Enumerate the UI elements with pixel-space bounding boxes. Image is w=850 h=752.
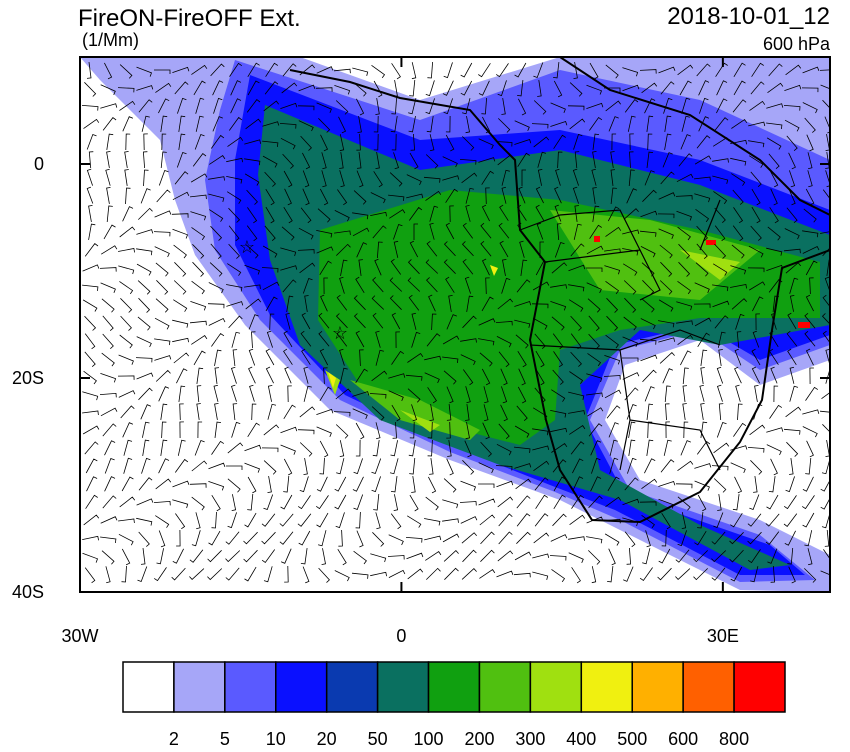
colorbar-box: [478, 661, 532, 713]
colorbar-box: [631, 661, 684, 713]
colorbar-label: 500: [617, 729, 647, 747]
x-tick-label: 30E: [707, 626, 739, 646]
colorbar-box: [173, 661, 226, 713]
colorbar-box: [682, 661, 735, 713]
y-tick-label: 40S: [12, 582, 44, 602]
colorbar-label: 100: [414, 729, 444, 747]
colorbar-label: 20: [317, 729, 337, 747]
colorbar-label: 300: [515, 729, 545, 747]
colorbar-box: [580, 661, 633, 713]
y-tick-label: 0: [34, 154, 44, 174]
colorbar-label: 10: [266, 729, 286, 747]
plume: [350, 210, 760, 440]
coastline: [289, 57, 830, 524]
colorbar-box: [275, 661, 328, 713]
colorbar-label: 600: [668, 729, 698, 747]
units: (1/Mm): [82, 30, 139, 50]
map-frame: [79, 56, 831, 593]
site-marker: ☆: [239, 237, 255, 257]
colorbar-box: [325, 661, 379, 713]
colorbar-label: 50: [368, 729, 388, 747]
colorbar-label: 400: [566, 729, 596, 747]
colorbar: 2 5 10 20 50 100 200 300 400 500 600 800: [122, 661, 786, 749]
colorbar-label: 800: [719, 729, 749, 747]
x-tick-label: 30W: [61, 626, 98, 646]
title: FireON-FireOFF Ext.: [78, 5, 301, 32]
colorbar-box: [224, 661, 277, 713]
colorbar-label: 2: [169, 729, 179, 747]
site-marker: ☆: [332, 323, 348, 343]
colorbar-box: [733, 661, 786, 713]
y-tick-label: 20S: [12, 368, 44, 388]
level: 600 hPa: [763, 34, 831, 54]
colorbar-box: [376, 661, 430, 713]
wind-barbs: [81, 61, 830, 584]
x-tick-label: 0: [396, 626, 406, 646]
axes: 30W 0 30E 0 20S 40S: [12, 57, 830, 646]
map-field: ☆ ☆: [80, 57, 830, 592]
colorbar-label: 5: [220, 729, 230, 747]
colorbar-box: [529, 661, 583, 713]
colorbar-box: [122, 661, 175, 713]
date: 2018-10-01_12: [667, 3, 830, 30]
colorbar-box: [427, 661, 481, 713]
colorbar-label: 200: [464, 729, 494, 747]
